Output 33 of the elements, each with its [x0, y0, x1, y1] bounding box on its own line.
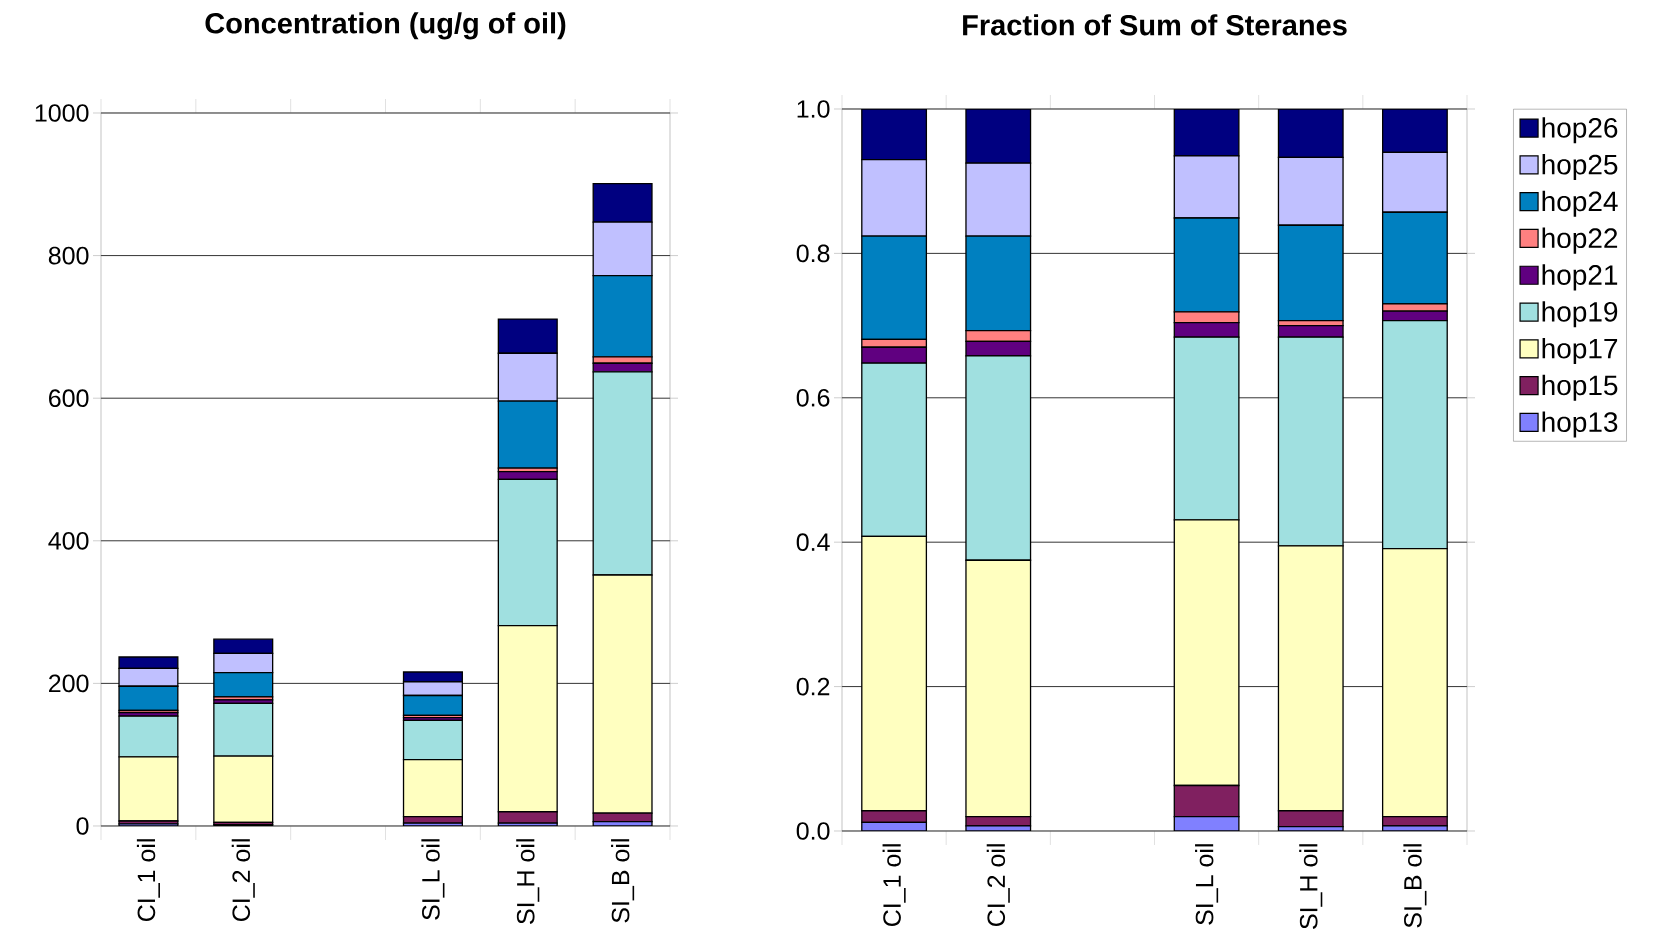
y-tick-label: 0: [76, 817, 89, 835]
x-tick-label: CI_2 oil: [986, 844, 1010, 927]
y-tick-label: 600: [49, 389, 89, 408]
legend-label: hop21: [1542, 264, 1618, 291]
legend-label: hop24: [1542, 190, 1618, 217]
legend-label: hop25: [1542, 153, 1618, 181]
y-tick-label: 1000: [35, 104, 89, 122]
legend-label: hop22: [1542, 227, 1618, 254]
x-tick-label: CI_1 oil: [882, 844, 906, 927]
x-tick-label: CI_2 oil: [231, 839, 255, 922]
y-tick-label: 0.8: [796, 244, 830, 263]
y-tick-label: 1.0: [797, 100, 830, 118]
legend-label: hop13: [1542, 411, 1618, 438]
y-tick-label: 200: [49, 674, 89, 693]
legend-label: hop15: [1542, 374, 1618, 401]
y-tick-label: 0.2: [796, 677, 830, 696]
legend-label: hop26: [1542, 117, 1618, 144]
chart-title: Fraction of Sum of Steranes: [963, 14, 1347, 36]
x-tick-label: CI_1 oil: [136, 839, 160, 922]
y-tick-label: 0.6: [796, 388, 830, 407]
x-tick-label: SI_L oil: [1195, 844, 1219, 925]
x-tick-label: SI_B oil: [611, 839, 635, 923]
x-tick-label: SI_H oil: [516, 839, 540, 924]
y-tick-label: 0.4: [796, 533, 830, 552]
chart-title: Concentration (ug/g of oil): [205, 12, 566, 40]
y-tick-label: 800: [48, 246, 89, 265]
x-tick-label: SI_B oil: [1403, 844, 1427, 928]
y-tick-label: 0.0: [796, 822, 830, 840]
x-tick-label: SI_H oil: [1299, 844, 1323, 929]
legend-label: hop19: [1542, 301, 1618, 328]
y-tick-label: 400: [48, 531, 89, 550]
legend-label: hop17: [1542, 337, 1618, 365]
x-tick-label: SI_L oil: [421, 839, 445, 920]
